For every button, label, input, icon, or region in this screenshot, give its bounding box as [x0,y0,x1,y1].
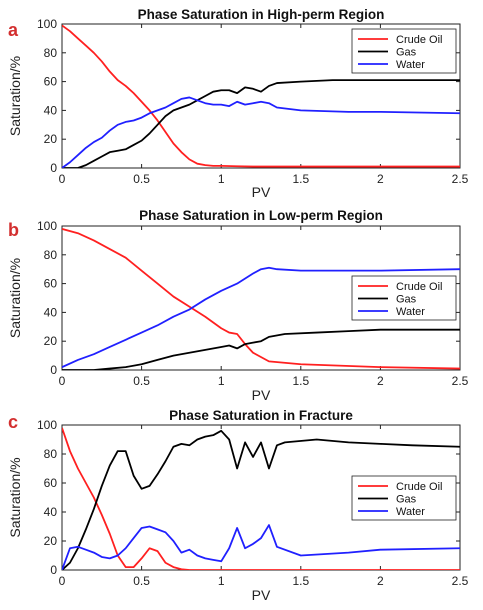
x-axis-label: PV [252,387,271,403]
y-tick-label: 20 [44,534,58,548]
legend-label: Crude Oil [396,281,442,293]
y-tick-label: 100 [37,219,57,233]
x-tick-label: 0 [59,172,66,186]
x-axis-label: PV [252,587,271,603]
x-tick-label: 0.5 [133,374,150,388]
y-tick-label: 40 [44,505,58,519]
x-tick-label: 1 [218,374,225,388]
y-tick-label: 0 [50,161,57,175]
series-line-water [62,524,460,570]
x-tick-label: 1 [218,574,225,588]
x-tick-label: 1 [218,172,225,186]
chart-title: Phase Saturation in Low-perm Region [139,208,383,223]
x-axis-label: PV [252,184,271,200]
series-line-water [62,96,460,168]
y-tick-label: 80 [44,248,58,262]
panel-b: b Phase Saturation in Low-perm Region 0 0.5… [7,208,469,403]
y-tick-label: 60 [44,277,58,291]
plot-frame [61,23,461,169]
y-axis-label: Saturation/% [7,457,23,537]
y-tick-label: 40 [44,103,58,117]
x-tick-label: 1.5 [292,574,309,588]
legend-label: Water [396,506,425,518]
panel-c: c Phase Saturation in Fracture 0 0.5 1 1.5 2 2.… [7,408,469,603]
y-tick-label: 80 [44,46,58,60]
series-line-crude-oil [62,228,460,370]
y-tick-label: 60 [44,75,58,89]
legend-label: Water [396,306,425,318]
y-tick-label: 40 [44,305,58,319]
x-tick-label: 2.5 [452,574,469,588]
plot-frame [61,225,461,371]
x-tick-label: 2.5 [452,172,469,186]
series-line-gas [62,328,460,370]
legend-label: Crude Oil [396,34,442,46]
x-tick-label: 2 [377,374,384,388]
legend-label: Crude Oil [396,481,442,493]
series-line-crude-oil [62,427,460,570]
y-tick-label: 0 [50,363,57,377]
x-tick-label: 0.5 [133,574,150,588]
x-tick-label: 2 [377,172,384,186]
legend-label: Gas [396,47,417,59]
series-line-crude-oil [62,24,460,168]
series-line-gas [62,79,460,168]
x-tick-label: 0.5 [133,172,150,186]
x-tick-label: 1.5 [292,172,309,186]
legend-box [351,28,457,74]
panel-letter: a [8,20,19,40]
y-tick-label: 80 [44,447,58,461]
y-tick-label: 60 [44,476,58,490]
chart-title: Phase Saturation in High-perm Region [138,7,385,22]
x-tick-label: 2.5 [452,374,469,388]
x-tick-label: 2 [377,574,384,588]
y-tick-label: 0 [50,563,57,577]
y-tick-label: 20 [44,334,58,348]
legend-label: Gas [396,494,417,506]
y-tick-label: 100 [37,17,57,31]
panel-letter: c [8,412,18,432]
y-axis-label: Saturation/% [7,56,23,136]
series-line-gas [62,429,460,570]
series-line-water [62,266,460,368]
legend-label: Water [396,59,425,71]
panel-a: a Phase Saturation in High-perm Region 0 0.… [7,7,469,200]
y-tick-label: 20 [44,132,58,146]
y-tick-label: 100 [37,418,57,432]
x-tick-label: 0 [59,574,66,588]
legend-label: Gas [396,294,417,306]
panel-letter: b [8,220,19,240]
chart-title: Phase Saturation in Fracture [169,408,353,423]
x-tick-label: 1.5 [292,374,309,388]
y-axis-label: Saturation/% [7,258,23,338]
x-tick-label: 0 [59,374,66,388]
